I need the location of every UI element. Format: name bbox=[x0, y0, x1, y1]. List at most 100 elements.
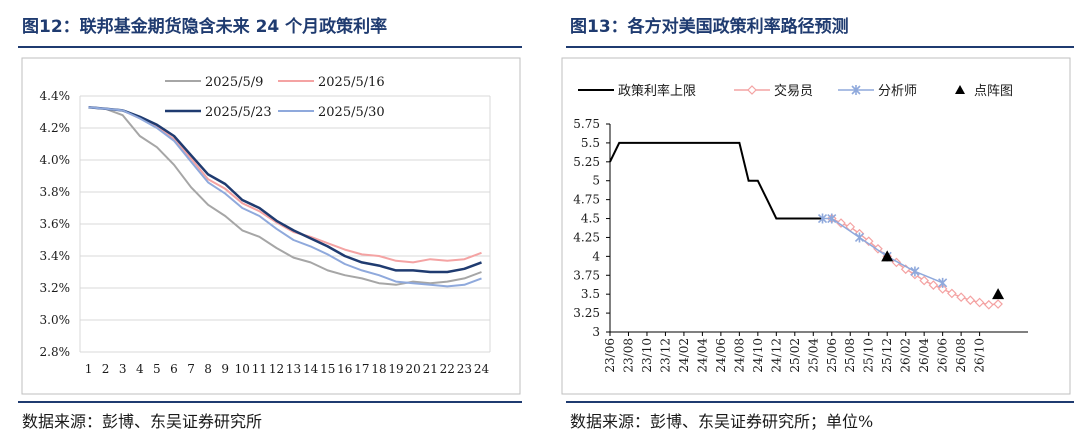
y-tick-label: 3.6% bbox=[40, 217, 71, 231]
chart-frame bbox=[561, 57, 1071, 395]
left-source-rule bbox=[18, 401, 522, 403]
y-tick-label: 4.25 bbox=[573, 230, 600, 244]
x-tick-label: 21 bbox=[423, 362, 438, 376]
x-tick-label: 6 bbox=[170, 362, 178, 376]
legend-marker-trader bbox=[747, 85, 757, 95]
y-tick-label: 5.25 bbox=[573, 155, 600, 169]
trader-marker bbox=[919, 275, 930, 286]
x-tick-label: 24/02 bbox=[677, 338, 691, 373]
y-tick-label: 5.75 bbox=[573, 117, 600, 131]
x-tick-label: 26/10 bbox=[973, 338, 987, 373]
legend-label: 2025/5/30 bbox=[318, 105, 385, 120]
x-tick-label: 16 bbox=[337, 362, 352, 376]
y-tick-label: 4.75 bbox=[573, 193, 600, 207]
analyst-marker bbox=[817, 213, 828, 224]
right-source-note: 数据来源：彭博、东吴证券研究所；单位% bbox=[570, 412, 874, 431]
rate-path-forecast-chart: 3 3.25 3.5 3.75 4 4.25 4.5 4.75 5 5.25 5.5 5.75 23/0… bbox=[561, 57, 1071, 395]
series-line-2025/5/30 bbox=[88, 106, 482, 288]
x-tick-label: 2 bbox=[102, 362, 110, 376]
futures-implied-rate-chart: 2.8%3.0%3.2%3.4%3.6%3.8%4.0%4.2%4.4%1 2 3 4… bbox=[21, 57, 521, 395]
left-title-rule bbox=[18, 46, 522, 48]
legend-label: 2025/5/23 bbox=[205, 105, 272, 120]
legend-label: 2025/5/9 bbox=[205, 75, 263, 90]
trader-marker bbox=[947, 288, 957, 299]
y-tick-label: 3 bbox=[592, 325, 600, 339]
y-tick-label: 4.0% bbox=[40, 153, 71, 167]
x-tick-label: 9 bbox=[221, 362, 229, 376]
legend-label: 政策利率上限 bbox=[618, 83, 696, 99]
x-tick-label: 8 bbox=[204, 362, 212, 376]
y-tick-label: 3.8% bbox=[40, 185, 71, 199]
x-tick-label: 13 bbox=[286, 362, 301, 376]
y-tick-label: 4 bbox=[592, 249, 600, 263]
x-tick-label: 24/04 bbox=[695, 338, 709, 373]
trader-marker bbox=[937, 284, 948, 294]
y-tick-label: 3.5 bbox=[581, 287, 600, 301]
x-tick-label: 23/08 bbox=[622, 338, 636, 373]
y-tick-label: 5 bbox=[592, 174, 600, 188]
analyst-marker bbox=[827, 213, 837, 224]
x-tick-label: 24/10 bbox=[751, 338, 765, 373]
series-line-2025/5/9 bbox=[88, 106, 482, 286]
x-tick-label: 12 bbox=[269, 362, 284, 376]
x-tick-label: 26/06 bbox=[936, 338, 950, 373]
trader-marker bbox=[928, 280, 939, 290]
y-tick-label: 5.5 bbox=[581, 136, 600, 150]
analyst-marker bbox=[854, 232, 865, 243]
y-tick-label: 3.0% bbox=[40, 313, 71, 327]
x-tick-label: 25/02 bbox=[788, 338, 802, 373]
x-tick-label: 4 bbox=[136, 362, 144, 376]
policy-rate-line bbox=[609, 141, 823, 220]
y-tick-label: 3.4% bbox=[40, 249, 71, 263]
dot-plot-marker bbox=[881, 250, 894, 262]
x-tick-label: 25/06 bbox=[825, 338, 839, 373]
analyst-marker bbox=[938, 277, 948, 288]
y-tick-label: 3.25 bbox=[573, 306, 600, 320]
x-tick-label: 24 bbox=[474, 362, 490, 376]
left-chart-title: 图12：联邦基金期货隐含未来 24 个月政策利率 bbox=[22, 17, 388, 37]
legend-label: 分析师 bbox=[878, 84, 917, 99]
chart-frame bbox=[21, 57, 521, 395]
y-tick-label: 3.2% bbox=[40, 281, 71, 295]
legend-label: 点阵图 bbox=[974, 84, 1013, 99]
y-tick-label: 4.4% bbox=[40, 89, 71, 103]
analyst-marker bbox=[910, 266, 920, 277]
legend-label: 2025/5/16 bbox=[318, 75, 385, 90]
x-tick-label: 25/10 bbox=[862, 338, 876, 373]
trader-marker bbox=[993, 299, 1003, 309]
x-tick-label: 20 bbox=[405, 362, 420, 376]
x-tick-label: 24/06 bbox=[714, 338, 728, 373]
left-source-note: 数据来源：彭博、东吴证券研究所 bbox=[22, 412, 263, 431]
left-chart-panel: 图12：联邦基金期货隐含未来 24 个月政策利率 2.8% 3.0% 3.2% 3.4… bbox=[0, 0, 528, 443]
x-tick-label: 24/08 bbox=[732, 338, 746, 373]
x-tick-label: 15 bbox=[320, 362, 335, 376]
x-tick-label: 10 bbox=[235, 362, 250, 376]
x-tick-label: 18 bbox=[371, 362, 386, 376]
y-tick-label: 4.5 bbox=[581, 212, 600, 226]
x-tick-label: 26/04 bbox=[917, 338, 931, 373]
x-tick-label: 17 bbox=[354, 362, 369, 376]
x-tick-label: 3 bbox=[119, 362, 127, 376]
trader-line bbox=[831, 217, 999, 306]
x-tick-label: 14 bbox=[303, 362, 319, 376]
right-chart-title: 图13：各方对美国政策利率路径预测 bbox=[570, 17, 849, 37]
dot-plot-marker bbox=[992, 288, 1005, 300]
trader-marker bbox=[836, 218, 846, 228]
analyst-line bbox=[822, 217, 943, 284]
y-tick-label: 4.2% bbox=[40, 121, 71, 135]
x-tick-label: 26/02 bbox=[899, 338, 913, 373]
x-tick-label: 19 bbox=[388, 362, 403, 376]
x-tick-label: 23/10 bbox=[640, 338, 654, 373]
trader-marker bbox=[965, 295, 976, 306]
x-tick-label: 25/12 bbox=[880, 338, 894, 373]
trader-marker bbox=[983, 299, 994, 310]
x-tick-label: 22 bbox=[440, 362, 455, 376]
legend-label: 交易员 bbox=[774, 83, 813, 99]
legend-marker-dot bbox=[955, 85, 965, 94]
x-tick-label: 26/08 bbox=[954, 338, 968, 373]
x-tick-label: 23/06 bbox=[603, 338, 617, 373]
right-source-rule bbox=[566, 401, 1074, 403]
x-tick-label: 25/04 bbox=[806, 338, 820, 373]
series-line-2025/5/16 bbox=[88, 106, 482, 264]
x-tick-label: 25/08 bbox=[843, 338, 857, 373]
